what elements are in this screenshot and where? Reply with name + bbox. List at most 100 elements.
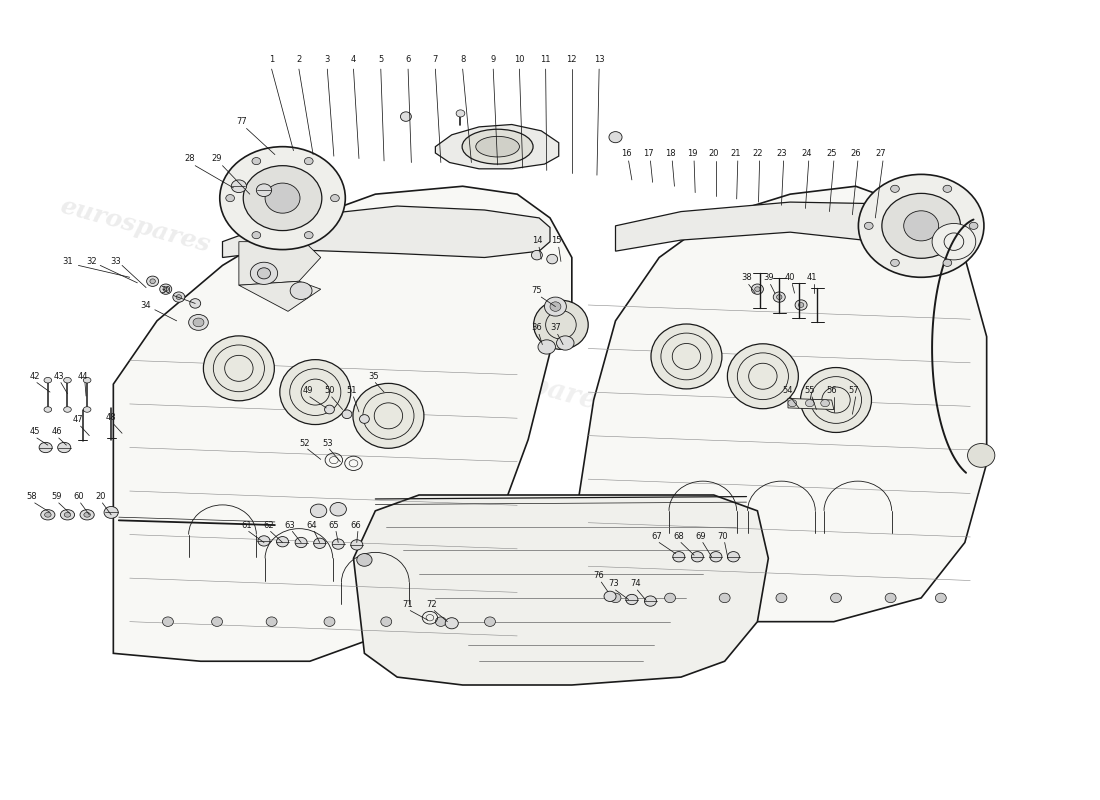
Ellipse shape (891, 259, 900, 266)
Text: 72: 72 (427, 600, 438, 609)
Text: 59: 59 (52, 492, 62, 501)
Ellipse shape (331, 194, 339, 202)
Ellipse shape (64, 513, 70, 517)
Ellipse shape (211, 617, 222, 626)
Text: 45: 45 (30, 427, 40, 436)
Text: 13: 13 (594, 55, 604, 64)
Text: 12: 12 (566, 55, 578, 64)
Ellipse shape (891, 186, 900, 192)
Ellipse shape (719, 593, 730, 602)
Text: 16: 16 (621, 149, 631, 158)
Ellipse shape (80, 510, 95, 520)
Ellipse shape (626, 594, 638, 605)
Text: 41: 41 (806, 273, 817, 282)
Polygon shape (239, 282, 321, 311)
Text: 62: 62 (263, 521, 274, 530)
Text: 31: 31 (63, 257, 73, 266)
Ellipse shape (795, 300, 807, 310)
Ellipse shape (45, 513, 51, 517)
Ellipse shape (968, 443, 994, 467)
Ellipse shape (220, 146, 345, 250)
Text: 8: 8 (460, 55, 465, 64)
Ellipse shape (664, 593, 675, 602)
Ellipse shape (531, 250, 542, 260)
Text: 76: 76 (594, 571, 605, 580)
Ellipse shape (314, 538, 326, 549)
Polygon shape (113, 186, 572, 662)
Ellipse shape (310, 504, 327, 518)
Ellipse shape (456, 110, 465, 117)
Ellipse shape (231, 180, 246, 193)
Ellipse shape (60, 510, 75, 520)
Text: 22: 22 (752, 149, 762, 158)
Text: 54: 54 (783, 386, 793, 395)
Text: 7: 7 (432, 55, 438, 64)
Polygon shape (353, 495, 768, 685)
Ellipse shape (84, 513, 90, 517)
Ellipse shape (41, 510, 55, 520)
Ellipse shape (788, 400, 796, 406)
Ellipse shape (776, 593, 786, 602)
Ellipse shape (799, 302, 804, 307)
Ellipse shape (356, 554, 372, 566)
Ellipse shape (727, 552, 739, 562)
Text: 67: 67 (651, 532, 662, 541)
Text: 43: 43 (54, 372, 64, 381)
Ellipse shape (189, 314, 208, 330)
Ellipse shape (777, 294, 782, 299)
Ellipse shape (163, 286, 168, 291)
Text: 77: 77 (236, 117, 248, 126)
Ellipse shape (821, 400, 829, 406)
Text: 3: 3 (324, 55, 330, 64)
Text: 28: 28 (185, 154, 195, 163)
Ellipse shape (865, 222, 873, 230)
Ellipse shape (651, 324, 722, 389)
Text: 73: 73 (608, 579, 618, 588)
Ellipse shape (84, 378, 91, 383)
Ellipse shape (252, 231, 261, 238)
Ellipse shape (266, 617, 277, 626)
Ellipse shape (305, 231, 314, 238)
Text: 57: 57 (848, 386, 859, 395)
Text: 53: 53 (322, 439, 332, 448)
Text: 38: 38 (741, 273, 752, 282)
Text: 50: 50 (324, 386, 334, 395)
Ellipse shape (476, 136, 519, 157)
Ellipse shape (84, 406, 91, 412)
Text: 18: 18 (664, 149, 675, 158)
Ellipse shape (751, 284, 763, 294)
Ellipse shape (943, 186, 951, 192)
Text: 44: 44 (77, 372, 88, 381)
Ellipse shape (360, 414, 370, 423)
Ellipse shape (904, 210, 938, 241)
Text: 11: 11 (540, 55, 551, 64)
Ellipse shape (538, 340, 556, 354)
Text: 75: 75 (531, 286, 542, 295)
Text: 69: 69 (695, 532, 706, 541)
Ellipse shape (342, 410, 352, 418)
Ellipse shape (256, 184, 272, 197)
Text: eurospares: eurospares (745, 526, 901, 590)
Ellipse shape (64, 406, 72, 412)
Ellipse shape (801, 367, 871, 433)
Text: 70: 70 (717, 532, 728, 541)
Ellipse shape (886, 593, 896, 602)
Text: 37: 37 (550, 322, 561, 332)
Ellipse shape (252, 158, 261, 165)
Ellipse shape (610, 593, 621, 602)
Ellipse shape (176, 294, 182, 299)
Ellipse shape (673, 552, 685, 562)
Ellipse shape (462, 130, 534, 164)
Ellipse shape (57, 442, 70, 453)
Ellipse shape (882, 194, 960, 258)
Text: 63: 63 (285, 521, 296, 530)
Text: 19: 19 (686, 149, 697, 158)
Ellipse shape (276, 537, 288, 547)
Ellipse shape (351, 540, 363, 550)
Ellipse shape (173, 292, 185, 302)
Text: 2: 2 (296, 55, 301, 64)
Ellipse shape (243, 166, 322, 230)
Text: 64: 64 (307, 521, 317, 530)
Text: 29: 29 (212, 154, 222, 163)
Ellipse shape (40, 442, 52, 453)
